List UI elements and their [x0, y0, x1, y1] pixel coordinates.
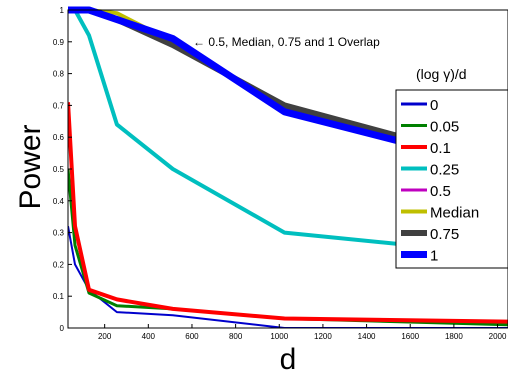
x-tick-label: 1800 — [445, 332, 463, 341]
x-tick-label: 1200 — [314, 332, 332, 341]
legend: 0 0.05 0.1 0.25 0.5 Median 0.75 1 — [395, 89, 508, 269]
y-tick-label: 1 — [60, 6, 65, 15]
legend-label: 0.5 — [430, 183, 451, 200]
x-tick-label: 2000 — [489, 332, 507, 341]
y-axis-label: Power — [14, 124, 47, 209]
legend-label: 1 — [430, 248, 438, 265]
legend-label: 0.1 — [430, 140, 451, 157]
legend-box — [395, 89, 508, 269]
y-tick-label: 0.2 — [53, 260, 65, 269]
y-tick-label: 0.7 — [53, 101, 65, 110]
series-line-0 — [68, 226, 508, 328]
x-tick-label: 1000 — [270, 332, 288, 341]
legend-label: Median — [430, 205, 479, 222]
legend-label: 0.05 — [430, 119, 459, 136]
y-tick-label: 0 — [60, 324, 65, 333]
y-tick-label: 0.1 — [53, 292, 65, 301]
legend-title: (log γ)/d — [416, 66, 467, 82]
x-tick-label: 1400 — [358, 332, 376, 341]
y-tick-label: 0.5 — [53, 165, 65, 174]
ticks-layer: 200 400 600 800 1000 1200 1400 1600 1800 2000 0 0.1… — [53, 6, 507, 341]
legend-label: 0 — [430, 97, 438, 114]
x-tick-label: 200 — [98, 332, 112, 341]
x-tick-label: 400 — [142, 332, 156, 341]
series-layer — [68, 6, 508, 328]
series-line-0-1 — [68, 102, 508, 324]
y-tick-label: 0.9 — [53, 38, 65, 47]
x-tick-label: 800 — [229, 332, 243, 341]
y-tick-label: 0.8 — [53, 70, 65, 79]
x-tick-label: 1600 — [401, 332, 419, 341]
y-tick-label: 0.6 — [53, 133, 65, 142]
x-axis-label: d — [280, 343, 297, 376]
x-tick-label: 600 — [185, 332, 199, 341]
overlap-annotation: ← 0.5, Median, 0.75 and 1 Overlap — [193, 35, 380, 49]
y-tick-label: 0.4 — [53, 197, 65, 206]
legend-label: 0.25 — [430, 162, 459, 179]
y-tick-label: 0.3 — [53, 229, 65, 238]
legend-label: 0.75 — [430, 226, 459, 243]
